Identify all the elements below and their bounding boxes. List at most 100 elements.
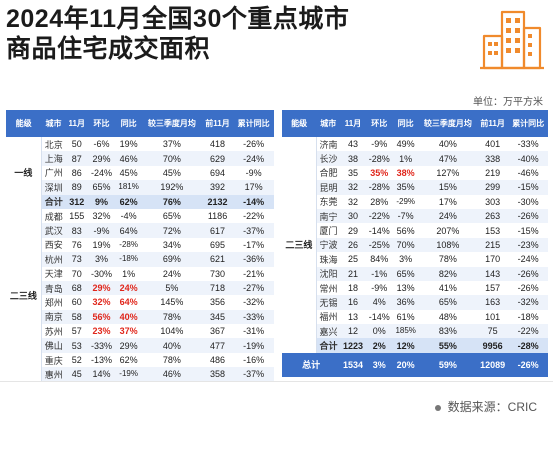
table-row: 青岛 68 29% 24% 5% 718 -27%	[6, 280, 274, 296]
city-cell: 无锡	[316, 295, 341, 310]
city-cell: 广州	[44, 168, 63, 179]
value-cell: -26%	[508, 208, 548, 224]
value-cell: 24%	[418, 208, 477, 224]
value-cell: 32	[348, 196, 359, 207]
value-cell: 45%	[162, 167, 181, 178]
value-cell: 15%	[418, 180, 477, 195]
column-header: 前11月	[476, 110, 509, 137]
value-cell: 3%	[87, 252, 116, 267]
value-cell: -14%	[368, 311, 390, 322]
value-cell: 65%	[392, 266, 419, 281]
tier-label: 二三线	[282, 137, 317, 353]
city-cell: 厦门	[319, 226, 338, 237]
city-cell: 合计	[41, 194, 66, 209]
table-row: 天津 70 -30% 1% 24% 730 -21%	[6, 267, 274, 281]
value-cell: 32%	[92, 211, 111, 222]
tier-label: 二三线	[6, 208, 42, 382]
table-row: 宁波 26 -25% 70% 108% 215 -23%	[282, 237, 548, 253]
value-cell: 38%	[396, 167, 415, 178]
value-cell: 1223	[340, 338, 366, 353]
value-cell: 5%	[142, 280, 202, 296]
value-cell: 108%	[418, 237, 477, 253]
value-cell: 76%	[142, 194, 202, 209]
value-cell: -30%	[90, 268, 112, 279]
value-cell: 49%	[396, 139, 415, 150]
value-cell: -33%	[87, 338, 116, 353]
value-cell: 64%	[119, 297, 138, 308]
tier-label: 一线	[6, 137, 42, 209]
city-cell: 西安	[44, 240, 63, 251]
value-cell: 62%	[119, 355, 138, 366]
value-cell: 20%	[392, 352, 419, 377]
city-cell: 嘉兴	[316, 324, 341, 339]
value-cell: -32%	[508, 295, 548, 310]
value-cell: -36%	[233, 252, 274, 267]
city-cell: 重庆	[44, 355, 63, 366]
value-cell: 157	[485, 283, 501, 294]
value-cell: 30	[340, 208, 366, 224]
value-cell: 617	[201, 223, 234, 238]
value-cell: 29%	[115, 338, 143, 353]
title-line-2: 商品住宅成交面积	[6, 35, 211, 63]
city-cell: 合计	[316, 338, 341, 353]
value-cell: 87	[65, 151, 88, 166]
page-title: 2024年11月全国30个重点城市 商品住宅成交面积	[6, 4, 349, 64]
value-cell: 345	[201, 309, 234, 325]
value-cell: -46%	[517, 167, 539, 178]
value-cell: 2132	[201, 194, 234, 209]
value-cell: 0%	[365, 324, 393, 339]
value-cell: 17%	[438, 196, 457, 207]
city-cell: 南宁	[316, 208, 341, 224]
table-row: 郑州 60 32% 64% 145% 356 -32%	[6, 295, 274, 309]
value-cell: -16%	[243, 355, 265, 366]
value-cell: 145%	[160, 297, 184, 308]
value-cell: 75	[476, 324, 509, 339]
value-cell: -9%	[87, 223, 116, 238]
city-cell: 珠海	[319, 254, 338, 265]
value-cell: 83	[65, 223, 88, 238]
value-cell: 12089	[476, 352, 509, 377]
column-header: 前11月	[201, 110, 234, 137]
value-cell: 82%	[418, 266, 477, 281]
value-cell: 19%	[119, 139, 138, 150]
building-icon	[480, 10, 544, 70]
value-cell: -28%	[119, 239, 138, 249]
value-cell: -26%	[243, 139, 265, 150]
value-cell: 78%	[438, 254, 457, 265]
value-cell: 170	[485, 254, 501, 265]
value-cell: 621	[201, 252, 234, 267]
value-cell: 19%	[92, 239, 111, 250]
value-cell: 56%	[87, 309, 116, 325]
bullet-icon	[434, 404, 441, 411]
city-cell: 沈阳	[316, 266, 341, 281]
value-cell: 14%	[87, 367, 116, 382]
value-cell: 34%	[162, 239, 181, 250]
city-cell: 惠州	[41, 367, 66, 382]
value-cell: 61%	[396, 311, 415, 322]
table-row: 合肥 35 35% 38% 127% 219 -46%	[282, 166, 548, 180]
value-cell: -22%	[365, 208, 393, 224]
value-cell: -24%	[517, 254, 539, 265]
value-cell: 694	[210, 167, 226, 178]
value-cell: -25%	[365, 237, 393, 253]
value-cell: 40%	[115, 309, 143, 325]
value-cell: 84%	[370, 254, 389, 265]
city-cell: 长沙	[316, 151, 341, 166]
value-cell: 56%	[396, 225, 415, 236]
value-cell: 695	[210, 239, 226, 250]
value-cell: 486	[210, 355, 226, 366]
value-cell: -7%	[392, 208, 419, 224]
value-cell: 418	[210, 139, 226, 150]
city-cell: 天津	[44, 269, 63, 280]
city-cell: 苏州	[44, 326, 63, 337]
value-cell: 2%	[365, 338, 393, 353]
value-cell: 312	[65, 194, 88, 209]
value-cell: 53	[65, 338, 88, 353]
value-cell: 1186	[207, 211, 228, 222]
value-cell: 155	[69, 211, 85, 222]
value-cell: -1%	[365, 266, 393, 281]
value-cell: -15%	[508, 180, 548, 195]
table-row: 一线 北京 50 -6% 19% 37% 418 -26%	[6, 137, 274, 209]
city-cell: 郑州	[44, 297, 63, 308]
value-cell: -40%	[508, 151, 548, 166]
